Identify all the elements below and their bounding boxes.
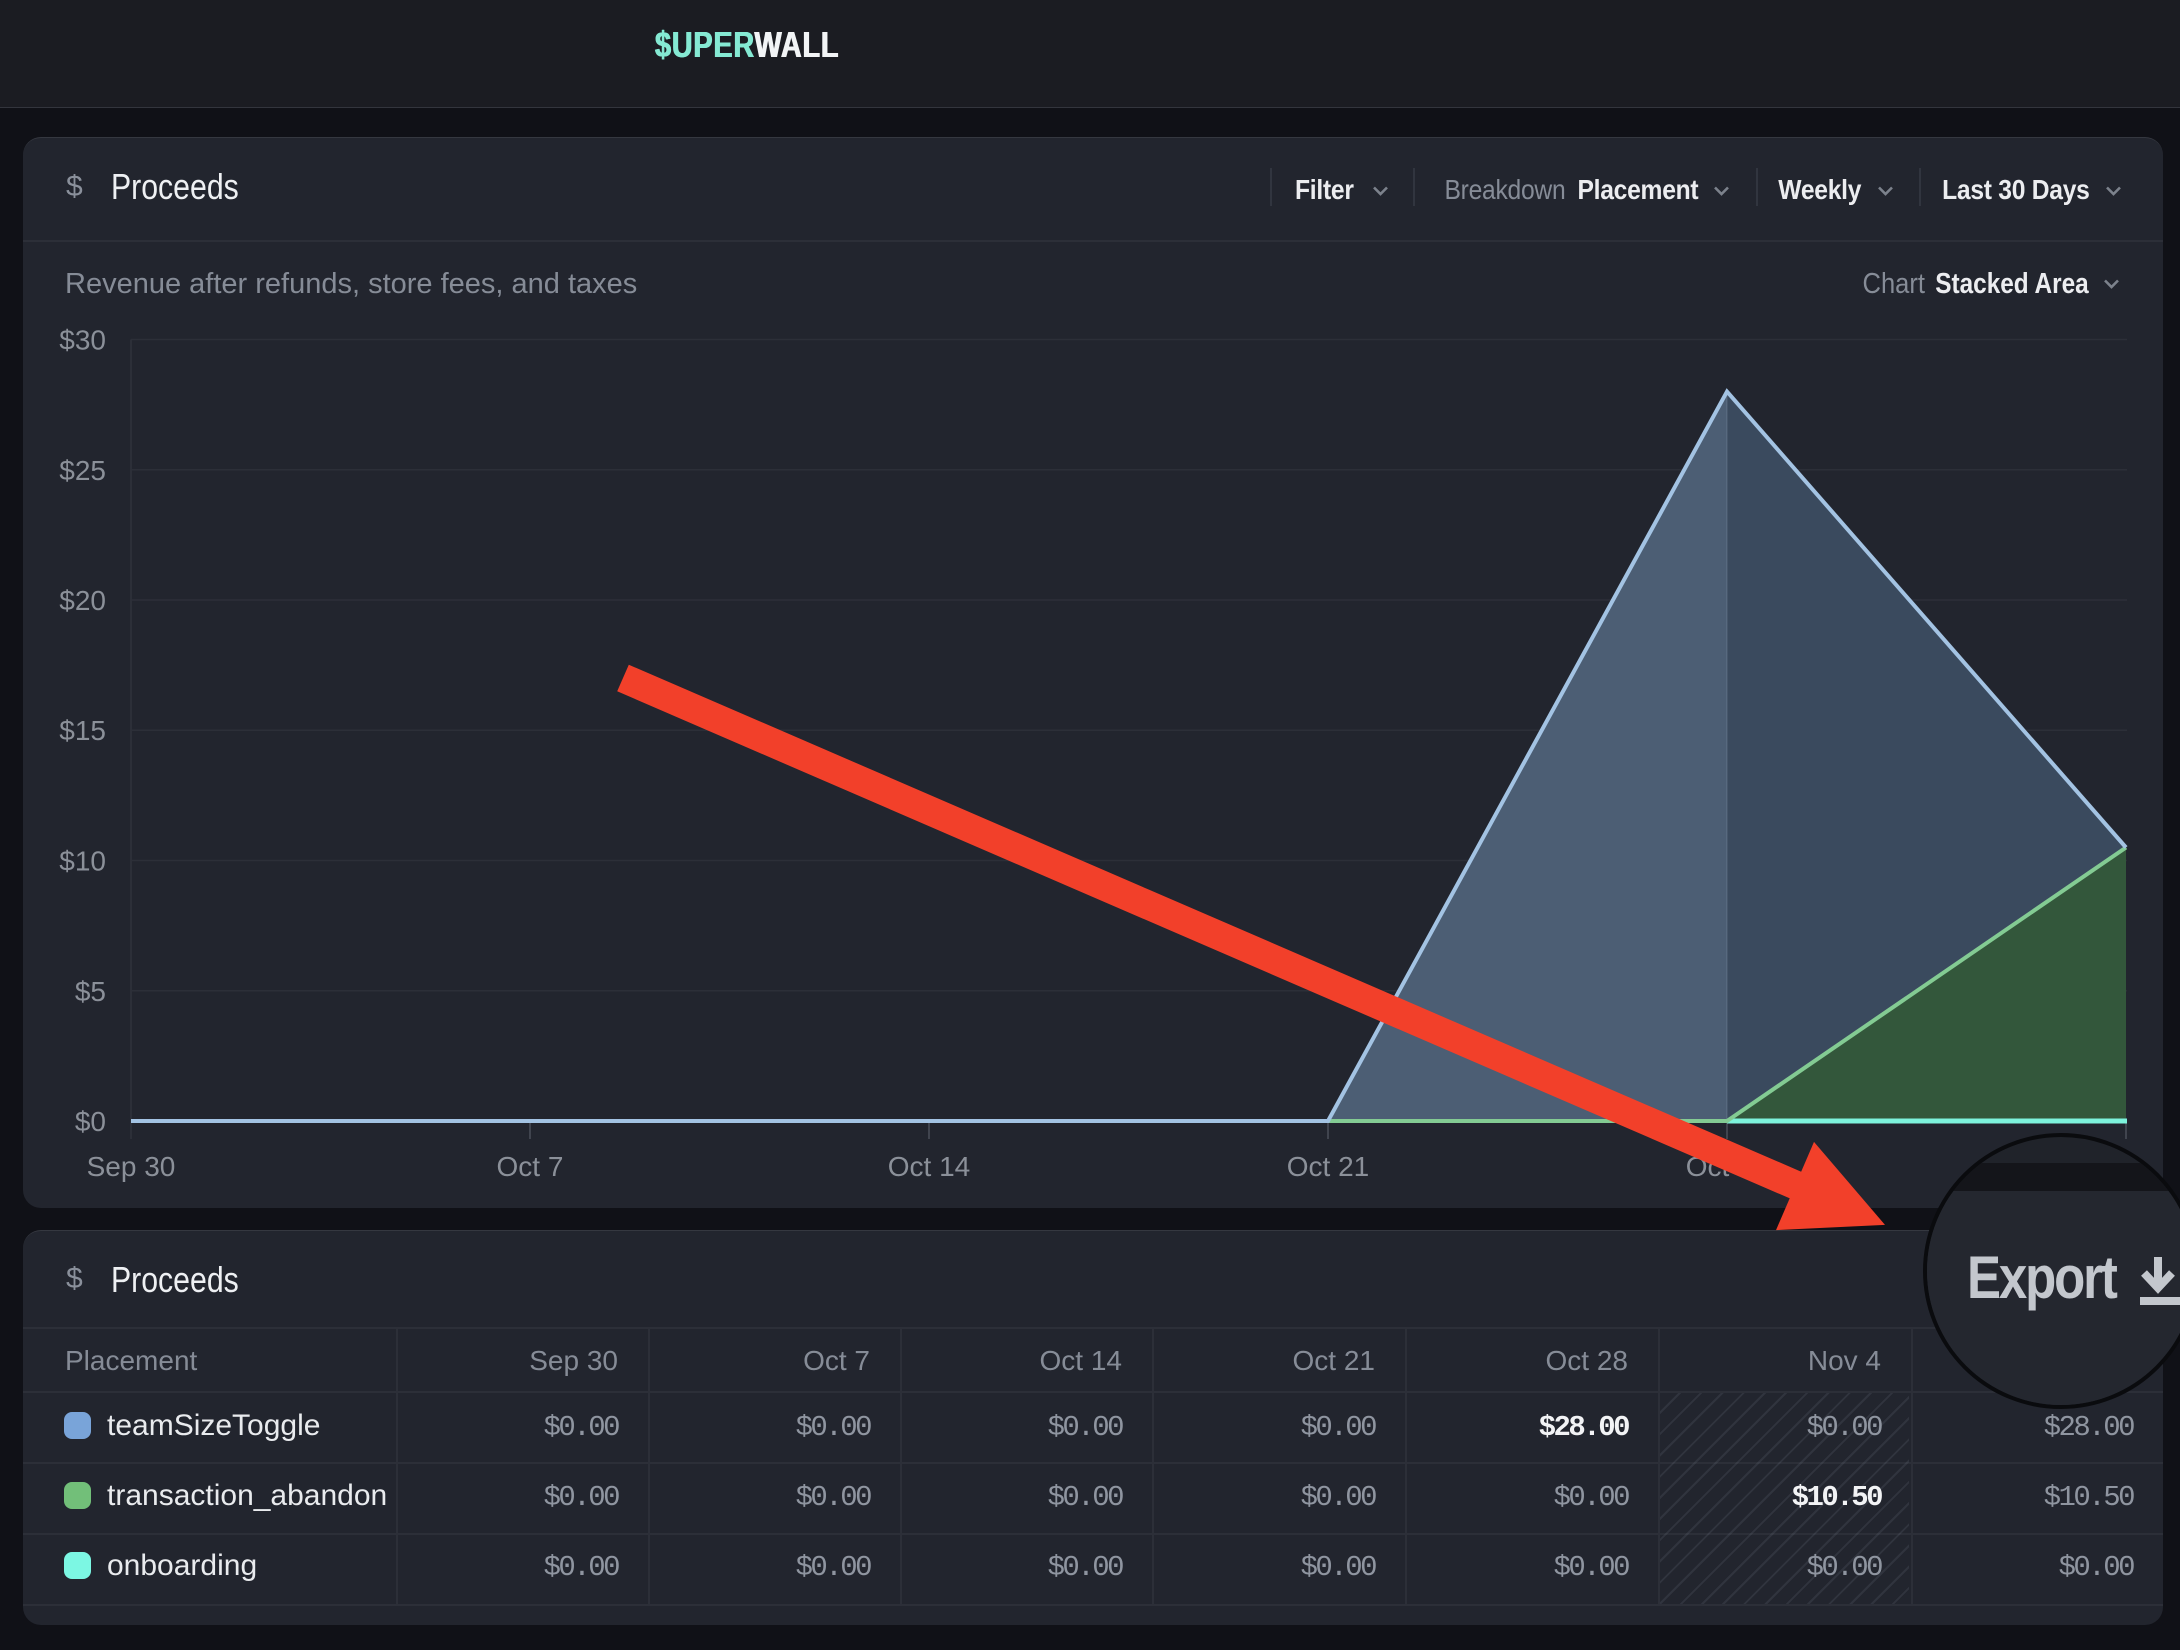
svg-text:$25: $25 — [59, 455, 106, 486]
svg-text:Oct 28: Oct 28 — [1686, 1151, 1768, 1182]
svg-text:$15: $15 — [59, 715, 106, 746]
svg-text:Sep 30: Sep 30 — [87, 1151, 176, 1182]
svg-text:$20: $20 — [59, 585, 106, 616]
svg-text:Oct 21: Oct 21 — [1287, 1151, 1369, 1182]
svg-text:Oct 7: Oct 7 — [497, 1151, 564, 1182]
svg-text:$30: $30 — [59, 325, 106, 356]
svg-text:Oct 14: Oct 14 — [888, 1151, 970, 1182]
svg-text:$0: $0 — [75, 1106, 106, 1137]
svg-text:$5: $5 — [75, 976, 106, 1007]
svg-text:$10: $10 — [59, 846, 106, 877]
